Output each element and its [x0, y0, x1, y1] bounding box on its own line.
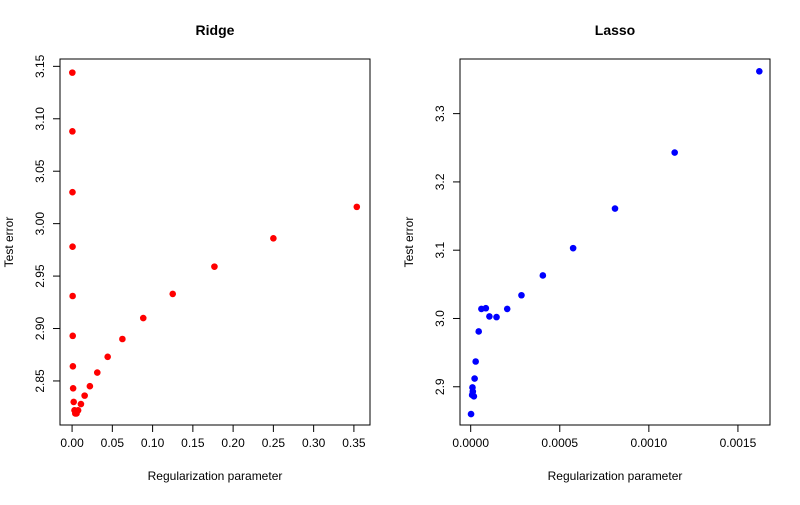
lasso-plot-frame	[459, 58, 771, 426]
ridge-data-point	[139, 314, 147, 322]
ridge-x-tick-label: 0.20	[221, 436, 245, 450]
lasso-points	[467, 67, 763, 418]
ridge-points	[69, 69, 361, 417]
lasso-data-point	[470, 393, 478, 400]
lasso-data-point	[471, 375, 478, 382]
ridge-data-point	[353, 203, 361, 211]
lasso-y-tick-label: 3.3	[433, 105, 447, 122]
ridge-data-point	[69, 332, 77, 340]
lasso-data-point	[493, 313, 500, 321]
lasso-data-point	[518, 291, 525, 299]
ridge-data-point	[69, 188, 76, 196]
ridge-y-tick-label: 2.95	[33, 264, 47, 288]
ridge-x-axis-label: Regularization parameter	[148, 469, 283, 483]
ridge-y-axis: 2.85 2.90 2.95 3.00 3.05 3.10 3.15	[33, 54, 61, 393]
ridge-x-tick-label: 0.10	[141, 436, 165, 450]
ridge-data-point	[69, 362, 77, 370]
ridge-data-point	[77, 400, 85, 408]
lasso-y-tick-label: 3.1	[433, 242, 447, 259]
lasso-x-tick-label: 0.0010	[630, 436, 667, 450]
ridge-data-point	[119, 335, 126, 343]
lasso-x-axis: 0.0000 0.0005 0.0010 0.0015	[452, 424, 757, 450]
lasso-data-point	[671, 149, 678, 156]
lasso-data-point	[503, 305, 511, 313]
ridge-x-tick-label: 0.35	[342, 436, 366, 450]
lasso-data-point	[756, 67, 763, 75]
ridge-y-tick-label: 3.05	[33, 159, 47, 183]
lasso-data-point	[482, 304, 490, 312]
lasso-y-tick-label: 3.0	[433, 310, 447, 327]
ridge-x-tick-label: 0.05	[101, 436, 125, 450]
ridge-panel: Ridge Regularization parameter Test erro…	[2, 22, 371, 483]
ridge-plot-frame	[59, 58, 371, 426]
ridge-data-point	[69, 243, 76, 251]
lasso-title: Lasso	[595, 22, 635, 38]
ridge-data-point	[69, 69, 76, 76]
ridge-data-point	[81, 392, 88, 399]
ridge-y-tick-label: 3.00	[33, 212, 47, 236]
ridge-data-point	[74, 407, 82, 414]
ridge-x-axis: 0.00 0.05 0.10 0.15 0.20 0.25 0.30 0.35	[60, 424, 366, 450]
lasso-data-point	[472, 358, 479, 365]
ridge-y-tick-label: 2.85	[33, 369, 47, 393]
ridge-data-point	[86, 382, 94, 390]
ridge-x-tick-label: 0.25	[262, 436, 286, 450]
ridge-data-point	[69, 384, 77, 392]
ridge-y-tick-label: 2.90	[33, 317, 47, 341]
ridge-x-tick-label: 0.15	[181, 436, 205, 450]
lasso-data-point	[569, 244, 577, 252]
lasso-y-axis-label: Test error	[402, 217, 416, 268]
ridge-x-tick-label: 0.00	[60, 436, 84, 450]
lasso-data-point	[469, 384, 476, 391]
ridge-x-tick-label: 0.30	[302, 436, 326, 450]
lasso-data-point	[486, 313, 493, 320]
lasso-data-point	[467, 410, 475, 418]
ridge-y-tick-label: 3.10	[33, 107, 47, 131]
lasso-y-axis: 2.9 3.0 3.1 3.2 3.3	[433, 105, 461, 395]
lasso-data-point	[539, 272, 547, 279]
ridge-data-point	[69, 128, 76, 135]
lasso-x-axis-label: Regularization parameter	[548, 469, 683, 483]
lasso-x-tick-label: 0.0005	[541, 436, 578, 450]
lasso-y-tick-label: 3.2	[433, 173, 447, 190]
lasso-data-point	[475, 328, 483, 335]
ridge-y-axis-label: Test error	[2, 217, 16, 268]
lasso-panel: Lasso Regularization parameter Test erro…	[402, 22, 771, 483]
ridge-data-point	[70, 398, 77, 406]
ridge-data-point	[93, 369, 101, 376]
ridge-data-point	[211, 263, 218, 270]
ridge-data-point	[69, 292, 76, 300]
ridge-data-point	[169, 290, 177, 298]
lasso-x-tick-label: 0.0000	[452, 436, 489, 450]
ridge-y-tick-label: 3.15	[33, 54, 47, 78]
ridge-title: Ridge	[196, 22, 235, 38]
ridge-data-point	[104, 353, 111, 361]
lasso-y-tick-label: 2.9	[433, 378, 447, 395]
lasso-x-tick-label: 0.0015	[720, 436, 757, 450]
lasso-data-point	[611, 205, 619, 212]
ridge-data-point	[270, 235, 277, 242]
